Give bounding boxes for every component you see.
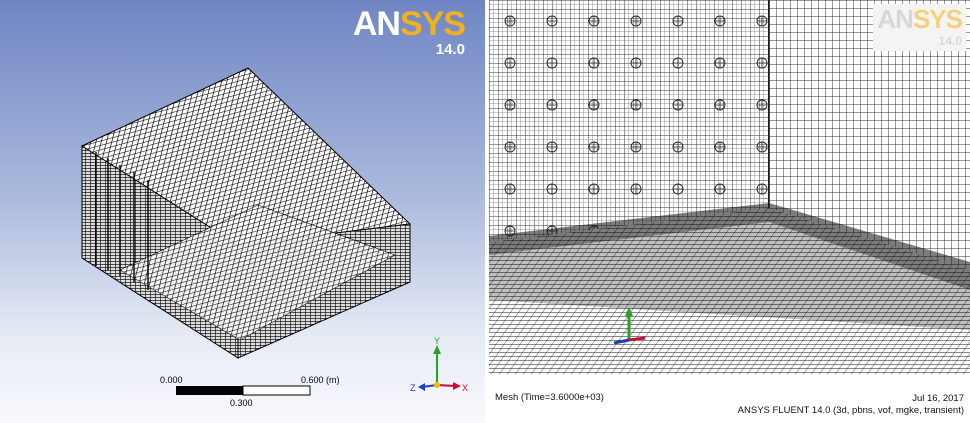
status-solver-info: ANSYS FLUENT 14.0 (3d, pbns, vof, mgke, … xyxy=(737,405,964,416)
version-label: 14.0 xyxy=(435,41,465,58)
mesh-inner-floor xyxy=(119,204,396,341)
status-date: Jul 16, 2017 xyxy=(912,393,964,404)
triad-x-label: X xyxy=(462,383,468,393)
scene-axis-triad-icon xyxy=(613,307,646,345)
mesh-side-wall xyxy=(769,0,970,270)
mesh-viewport-right[interactable]: ANSYS 14.0 Mesh (Time=3.6000e+03) Jul 16… xyxy=(489,0,970,423)
mesh-geometry-drawing: 0.000 0.600 (m) 0.300 Y X Z xyxy=(80,67,468,408)
scale-mid-label: 0.300 xyxy=(230,398,253,408)
scale-start-label: 0.000 xyxy=(160,375,183,385)
ansys-logo: ANSYS 14.0 xyxy=(352,5,466,58)
mesh-floor xyxy=(489,208,970,374)
triad-y-label: Y xyxy=(434,336,440,346)
scale-bar: 0.000 0.600 (m) 0.300 xyxy=(160,375,340,408)
status-mesh-time: Mesh (Time=3.6000e+03) xyxy=(495,392,604,403)
mesh-closeup-drawing xyxy=(489,0,970,423)
ansys-logo-right: ANSYS 14.0 xyxy=(873,4,966,51)
scale-end-label: 0.600 (m) xyxy=(301,375,340,385)
triad-z-label: Z xyxy=(410,383,416,393)
axis-triad-icon: Y X Z xyxy=(410,336,468,393)
panel-divider xyxy=(485,0,489,423)
mesh-viewport-left[interactable]: ANSYS 14.0 xyxy=(0,0,485,423)
